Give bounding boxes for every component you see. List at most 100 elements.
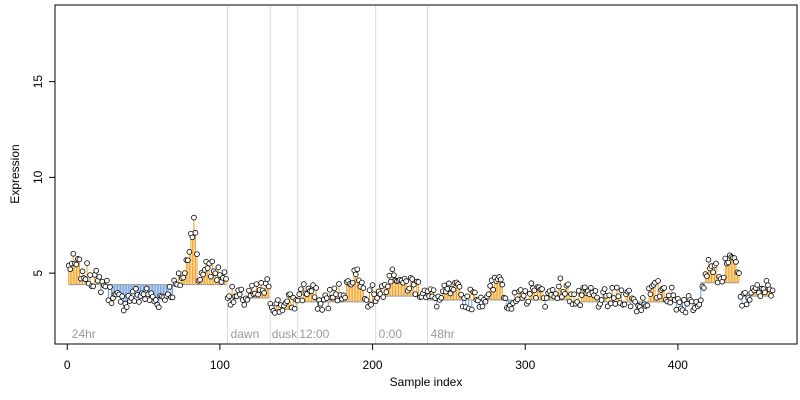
data-point xyxy=(656,293,663,300)
data-point xyxy=(275,297,281,303)
data-point xyxy=(498,276,504,283)
data-point xyxy=(323,295,330,301)
data-point xyxy=(670,292,677,298)
data-point xyxy=(117,299,124,305)
data-point xyxy=(389,266,396,273)
data-point xyxy=(601,286,608,292)
data-point xyxy=(177,282,183,289)
data-point xyxy=(554,295,561,302)
y-tick-label: 5 xyxy=(31,269,45,276)
data-point xyxy=(296,291,303,298)
data-point xyxy=(543,295,550,301)
data-point xyxy=(412,291,419,297)
data-point xyxy=(479,303,486,310)
data-point xyxy=(639,295,646,301)
phase-label: 12:00 xyxy=(299,327,329,341)
data-point xyxy=(369,282,376,288)
data-point xyxy=(698,297,704,304)
data-point xyxy=(82,276,89,283)
data-point xyxy=(371,291,377,298)
x-tick-label: 300 xyxy=(515,358,535,372)
data-point xyxy=(131,298,138,304)
data-point xyxy=(441,282,448,289)
data-point xyxy=(301,281,307,287)
data-point xyxy=(200,271,206,278)
data-point xyxy=(632,299,638,305)
data-point xyxy=(606,292,613,299)
data-point xyxy=(688,298,695,305)
data-point xyxy=(185,257,191,264)
data-point xyxy=(433,303,440,310)
data-point xyxy=(104,277,110,284)
data-point xyxy=(556,283,562,290)
data-point xyxy=(119,293,125,300)
data-point xyxy=(102,283,109,290)
data-point xyxy=(194,251,200,257)
data-point xyxy=(562,291,568,297)
data-point xyxy=(311,294,318,300)
data-point xyxy=(152,297,159,303)
plot-area: 24hr dawn dusk 12:00 0:00 48hr xyxy=(65,5,776,344)
data-point xyxy=(456,283,463,290)
data-point xyxy=(192,230,199,236)
data-point xyxy=(175,270,182,277)
data-point xyxy=(336,281,342,287)
data-point xyxy=(681,297,687,303)
data-point xyxy=(317,300,324,307)
data-point xyxy=(607,300,614,307)
data-point xyxy=(333,291,339,298)
data-point xyxy=(621,301,628,308)
x-tick-label: 100 xyxy=(210,358,230,372)
data-point xyxy=(487,283,493,289)
data-point xyxy=(314,306,321,312)
data-point xyxy=(736,270,742,276)
data-point xyxy=(70,250,77,257)
data-point xyxy=(133,285,139,292)
data-point xyxy=(403,278,409,285)
x-tick-label: 0 xyxy=(64,358,71,372)
data-point xyxy=(215,264,222,270)
x-axis-title: Sample index xyxy=(390,375,463,389)
data-point xyxy=(539,286,545,292)
data-point xyxy=(469,306,475,313)
data-point xyxy=(241,302,248,308)
data-point xyxy=(447,290,454,297)
data-point xyxy=(746,297,753,303)
data-point xyxy=(391,272,397,278)
data-point xyxy=(299,297,306,304)
phase-label: 0:00 xyxy=(379,327,403,341)
data-point xyxy=(366,287,373,293)
data-point xyxy=(638,307,645,313)
data-point xyxy=(212,270,219,277)
data-point xyxy=(388,278,394,285)
y-tick-label: 15 xyxy=(31,75,45,89)
data-point xyxy=(549,287,556,293)
data-point xyxy=(349,279,356,286)
data-point xyxy=(614,284,620,291)
data-point xyxy=(430,287,437,293)
data-point xyxy=(249,282,255,289)
data-point xyxy=(294,297,301,304)
data-point xyxy=(684,300,690,307)
data-point xyxy=(464,293,471,300)
data-point xyxy=(676,299,683,306)
data-point xyxy=(253,281,260,287)
data-point xyxy=(667,299,674,306)
data-point xyxy=(531,287,538,294)
data-point xyxy=(655,278,661,284)
data-point xyxy=(533,295,539,301)
data-point xyxy=(238,286,245,293)
data-point xyxy=(701,285,707,291)
data-point xyxy=(594,294,600,301)
data-point xyxy=(136,299,142,305)
data-point xyxy=(223,276,229,282)
data-point xyxy=(610,295,617,301)
data-point xyxy=(762,289,768,296)
data-point xyxy=(156,304,162,311)
data-point xyxy=(330,294,336,301)
data-point xyxy=(514,296,521,303)
data-point xyxy=(517,287,524,293)
data-point xyxy=(665,292,672,299)
data-point xyxy=(123,304,130,310)
